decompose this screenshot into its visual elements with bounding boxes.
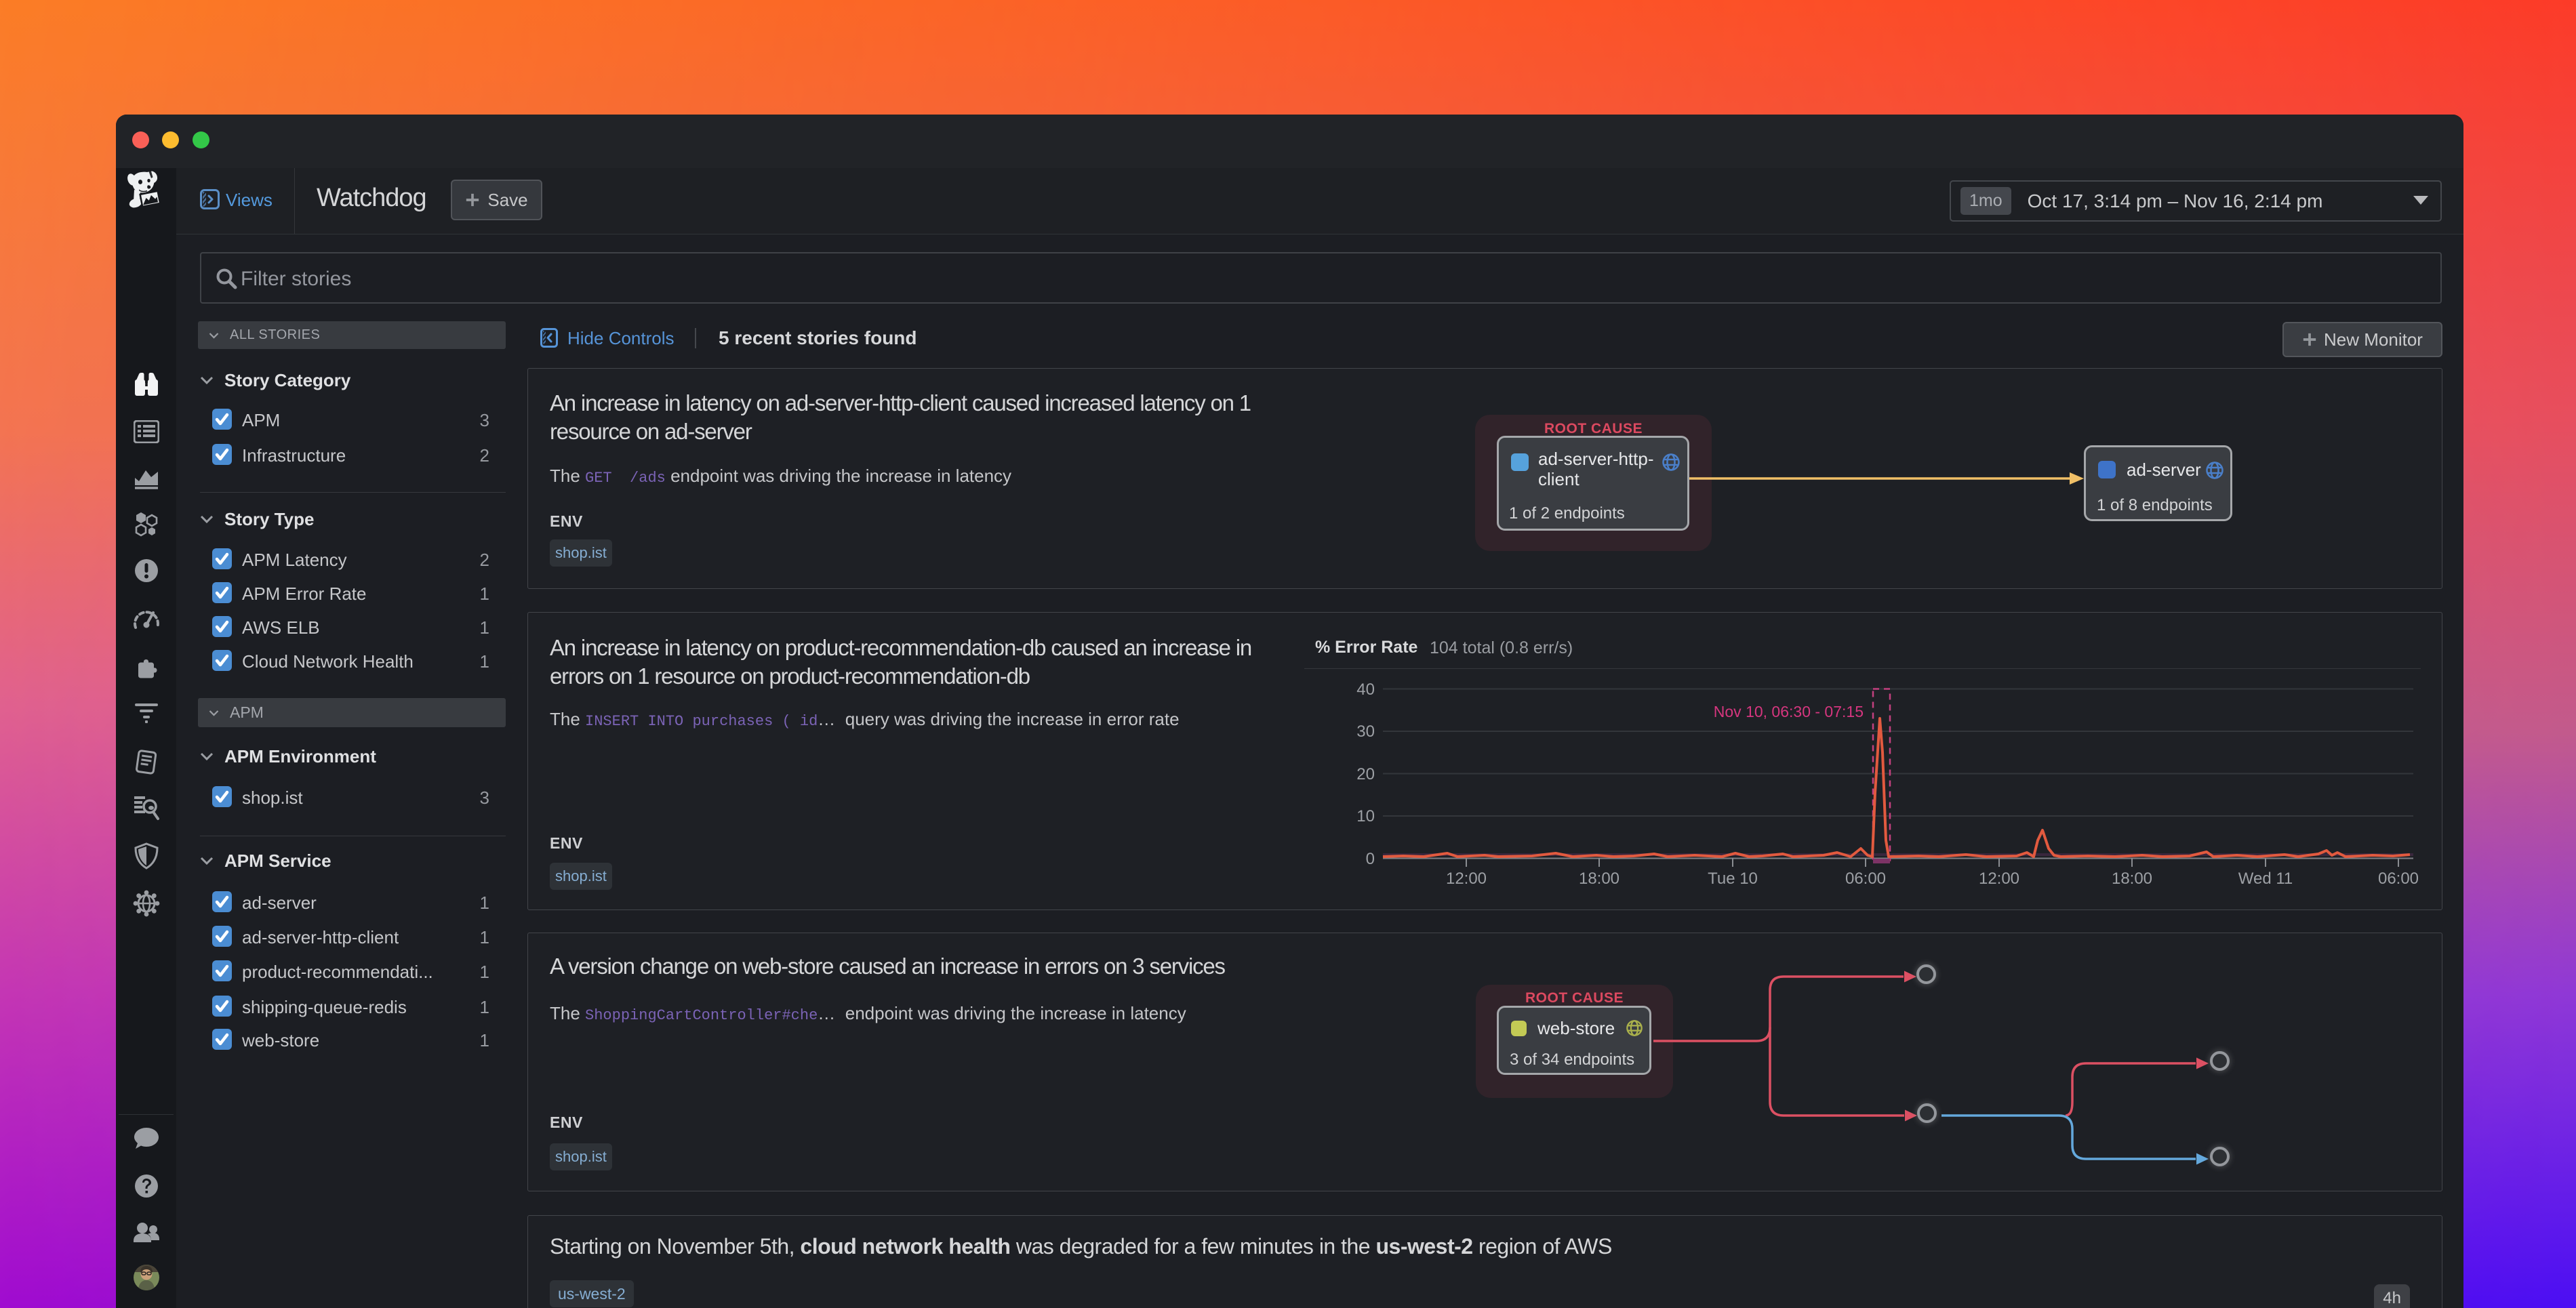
svg-text:06:00: 06:00: [1845, 870, 1886, 888]
svg-text:10: 10: [1356, 807, 1375, 825]
svg-text:20: 20: [1356, 765, 1375, 783]
svg-text:18:00: 18:00: [1579, 870, 1619, 888]
svg-text:Nov 10, 06:30 - 07:15: Nov 10, 06:30 - 07:15: [1714, 703, 1864, 720]
svg-text:12:00: 12:00: [1979, 870, 2019, 888]
svg-text:06:00: 06:00: [2378, 870, 2419, 888]
svg-text:30: 30: [1356, 722, 1375, 741]
svg-text:Wed 11: Wed 11: [2238, 870, 2293, 888]
svg-text:Tue 10: Tue 10: [1708, 870, 1758, 888]
svg-text:40: 40: [1356, 680, 1375, 699]
svg-text:12:00: 12:00: [1446, 870, 1487, 888]
svg-text:0: 0: [1366, 850, 1375, 868]
svg-text:18:00: 18:00: [2112, 870, 2152, 888]
